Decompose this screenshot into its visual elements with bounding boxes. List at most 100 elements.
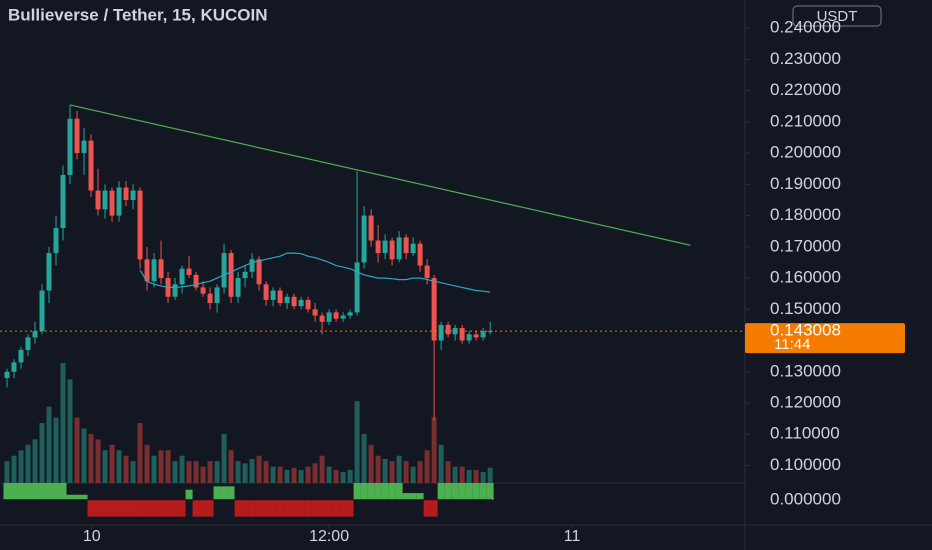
candle-body [207,293,213,304]
currency[interactable]: USDT [817,8,858,25]
indicator-bar [437,483,445,500]
candle-body [130,190,136,200]
volume-bar [214,461,220,483]
indicator-bar [374,483,382,500]
indicator-bar [290,499,298,517]
candle-body [263,284,269,300]
indicator-bar [311,499,319,517]
y-tick-label: 0.160000 [770,268,841,287]
currency-badge[interactable] [792,5,882,27]
indicator-bar [87,499,95,517]
candle-body [186,268,192,275]
x-tick-label: 12:00 [309,528,349,545]
volume-bar [389,461,395,483]
volume-bar [11,455,17,483]
volume-bar [305,466,311,483]
indicator-bar [80,494,88,500]
volume-bar [487,467,493,483]
volume-bar [193,461,199,483]
moving-average [139,252,491,293]
candle-body [214,287,220,304]
candle-body [424,265,430,279]
volume-bar [235,461,241,483]
volume-bar [74,417,80,483]
indicator-bar [479,483,487,500]
candle-body [326,312,332,322]
indicator-bar [94,499,102,517]
volume-bar [354,401,360,483]
y-tick-label: 0.240000 [770,18,841,37]
y-tick-label: 0.210000 [770,111,841,130]
candle-body [466,334,472,341]
candle-body [95,190,101,210]
indicator-bar [318,499,326,517]
volume-bar [480,472,486,483]
volume-bar [67,379,73,483]
volume-bar [340,472,346,483]
indicator-bar [10,483,18,500]
indicator-bar [45,483,53,500]
candle-body [102,190,108,210]
y-tick-label: 0.190000 [770,174,841,193]
indicator-bar [108,499,116,517]
volume-bar [165,450,171,483]
indicator-bar [395,483,403,500]
volume-bar [298,469,304,483]
indicator-bar [157,499,165,517]
candle-body [221,253,227,288]
candle-body [60,174,66,229]
volume-bar [361,433,367,483]
indicator-bar [164,499,172,517]
indicator-bar [115,499,123,517]
indicator-bar [199,499,207,517]
y-tick-label: 0.220000 [770,80,841,99]
volume-bar [123,455,129,483]
volume-bar [228,450,234,483]
indicator-bar [353,483,361,500]
volume-bar [284,469,290,483]
volume-bar [445,461,451,483]
volume-bar [410,466,416,483]
candle-body [249,259,255,272]
volume-bar [368,444,374,483]
indicator-bar [150,499,158,517]
indicator-bar [136,499,144,517]
volume-bar [46,406,52,483]
candle-body [347,312,353,316]
indicator-bar [381,483,389,500]
volume-bar [431,417,437,483]
indicator-bar [206,499,214,517]
candle-body [81,140,87,154]
volume-bar [417,461,423,483]
volume-bar [60,363,66,483]
candle-body [193,274,199,288]
indicator-bar [52,483,60,500]
volume-bar [473,469,479,483]
candle-body [431,278,437,341]
indicator-bar [416,493,424,500]
indicator-bar [248,499,256,517]
y-tick-label: 0.170000 [770,236,841,255]
indicator-bar [451,483,459,500]
candle-body [333,312,339,319]
volume-bar [39,423,45,483]
indicator-bar [360,483,368,500]
candle-body [298,299,304,307]
indicator-bar [423,499,431,517]
candle-body [305,299,311,310]
volume-bar [452,466,458,483]
volume-bar [186,461,192,483]
candle-body [25,337,31,350]
volume-bar [4,461,10,483]
candle-body [137,190,143,260]
indicator-bar [367,483,375,500]
volume-bar [88,433,94,483]
candle-body [18,349,24,363]
candle-body [382,240,388,254]
volume-bar [151,455,157,483]
volume-bar [375,455,381,483]
indicator-bar [255,499,263,517]
candle-body [284,296,290,304]
last-price-label: 0.143008 [770,321,841,340]
